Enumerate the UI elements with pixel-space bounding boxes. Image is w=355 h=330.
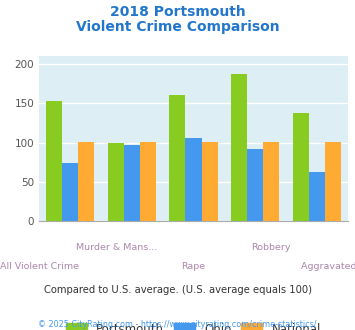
Bar bbox=[46, 101, 62, 221]
Text: Aggravated Assault: Aggravated Assault bbox=[301, 262, 355, 271]
Text: 2018 Portsmouth: 2018 Portsmouth bbox=[110, 5, 245, 19]
Bar bbox=[185, 138, 202, 221]
Text: Murder & Mans...: Murder & Mans... bbox=[76, 243, 157, 251]
Bar bbox=[293, 113, 309, 221]
Bar bbox=[62, 163, 78, 221]
Bar bbox=[78, 142, 94, 221]
Bar bbox=[263, 142, 279, 221]
Text: Violent Crime Comparison: Violent Crime Comparison bbox=[76, 20, 279, 34]
Text: Compared to U.S. average. (U.S. average equals 100): Compared to U.S. average. (U.S. average … bbox=[44, 285, 311, 295]
Text: All Violent Crime: All Violent Crime bbox=[0, 262, 78, 271]
Bar bbox=[247, 149, 263, 221]
Bar bbox=[124, 145, 140, 221]
Bar bbox=[202, 142, 218, 221]
Bar bbox=[108, 143, 124, 221]
Text: © 2025 CityRating.com - https://www.cityrating.com/crime-statistics/: © 2025 CityRating.com - https://www.city… bbox=[38, 320, 317, 329]
Legend: Portsmouth, Ohio, National: Portsmouth, Ohio, National bbox=[66, 323, 321, 330]
Bar bbox=[140, 142, 156, 221]
Bar bbox=[325, 142, 341, 221]
Text: Rape: Rape bbox=[181, 262, 206, 271]
Bar bbox=[169, 95, 185, 221]
Text: Robbery: Robbery bbox=[251, 243, 290, 251]
Bar bbox=[309, 172, 325, 221]
Bar bbox=[231, 74, 247, 221]
